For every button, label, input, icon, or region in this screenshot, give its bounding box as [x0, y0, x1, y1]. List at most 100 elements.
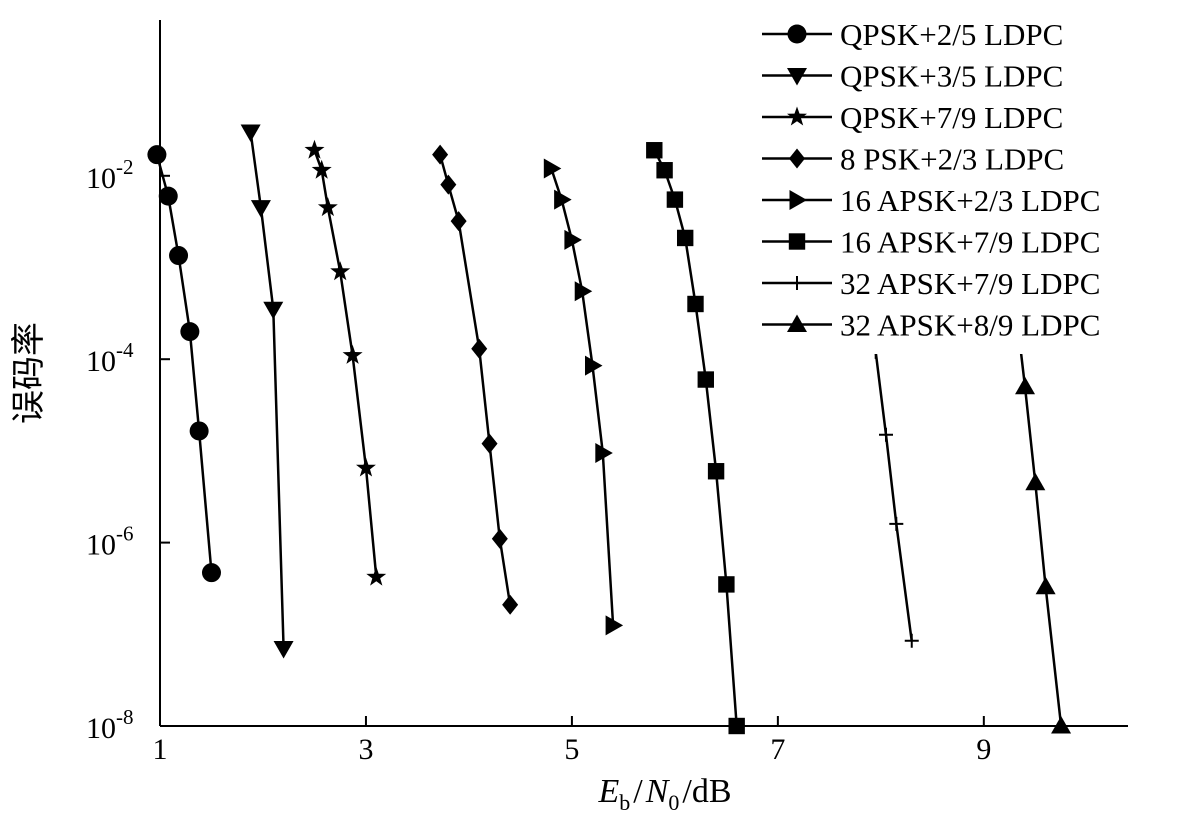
data-point: [311, 159, 332, 179]
data-point: [240, 124, 261, 143]
series-line: [155, 154, 213, 573]
legend-background: [758, 14, 1198, 354]
series: [432, 144, 519, 615]
data-point: [697, 371, 714, 388]
data-point: [366, 566, 387, 586]
data-point: [432, 144, 449, 165]
legend-label: 8 PSK+2/3 LDPC: [840, 142, 1064, 177]
legend-marker: [787, 314, 807, 332]
data-point: [169, 246, 189, 266]
legend-item: QPSK+3/5 LDPC: [762, 59, 1063, 94]
data-point: [1025, 472, 1046, 491]
data-point: [554, 189, 572, 210]
legend-marker: [787, 68, 807, 86]
data-point: [707, 463, 725, 480]
legend-label: 32 APSK+8/9 LDPC: [840, 308, 1100, 343]
legend: QPSK+2/5 LDPC QPSK+3/5 LDPC QPSK+7/9 LDPC 8…: [758, 14, 1198, 354]
series: [240, 124, 294, 659]
data-point: [273, 641, 294, 659]
legend-marker: [787, 106, 807, 126]
legend-marker: [789, 148, 805, 169]
x-tick-label: 3: [358, 733, 373, 766]
data-point: [687, 295, 704, 313]
data-point: [250, 200, 271, 218]
x-tick-label: 7: [770, 733, 785, 766]
data-point: [718, 576, 735, 593]
data-point: [564, 229, 582, 250]
data-point: [440, 174, 457, 195]
data-point: [201, 563, 221, 583]
data-point: [605, 615, 624, 636]
legend-item: QPSK+2/5 LDPC: [762, 17, 1063, 52]
legend-label: 16 APSK+2/3 LDPC: [840, 183, 1100, 218]
series-line: [874, 351, 913, 641]
data-point: [595, 442, 613, 463]
data-point: [646, 142, 663, 159]
data-point: [656, 162, 673, 179]
legend-label: 32 APSK+7/9 LDPC: [840, 266, 1100, 301]
data-point: [356, 457, 376, 477]
series: [543, 158, 624, 636]
data-point: [342, 344, 363, 364]
legend-item: 32 APSK+8/9 LDPC: [762, 308, 1100, 343]
legend-marker: [787, 24, 807, 44]
y-tick-label: 10-2: [86, 155, 134, 195]
data-point: [585, 355, 603, 376]
data-point: [1015, 376, 1036, 395]
y-tick-label: 10-6: [86, 522, 134, 562]
data-point: [317, 197, 338, 217]
legend-label: QPSK+7/9 LDPC: [840, 100, 1063, 135]
legend-item: QPSK+7/9 LDPC: [762, 100, 1063, 135]
data-point: [1051, 716, 1072, 734]
series-line: [550, 168, 615, 626]
series: [646, 142, 745, 735]
data-point: [180, 322, 200, 342]
data-point: [676, 229, 694, 247]
y-tick-label: 10-8: [86, 705, 134, 745]
x-tick-label: 1: [153, 733, 168, 766]
data-point: [502, 594, 519, 615]
legend-item: 16 APSK+7/9 LDPC: [762, 225, 1100, 260]
x-tick-label: 5: [564, 733, 579, 766]
y-axis-label: 误码率: [10, 322, 48, 424]
data-point: [450, 211, 467, 232]
y-ticks: 10-2 10-4 10-6 10-8: [86, 155, 170, 745]
x-tick-label: 9: [976, 733, 991, 766]
legend-item: 16 APSK+2/3 LDPC: [762, 183, 1100, 218]
data-point: [263, 301, 284, 320]
legend-label: QPSK+3/5 LDPC: [840, 59, 1063, 94]
series: [147, 145, 221, 583]
legend-item: 8 PSK+2/3 LDPC: [762, 142, 1064, 177]
series: [304, 139, 387, 586]
series-line: [653, 149, 738, 727]
data-point: [330, 261, 351, 281]
series: [868, 344, 919, 648]
data-point: [491, 528, 508, 549]
legend-marker: [789, 190, 807, 210]
series-layer: [147, 124, 1072, 735]
data-point: [904, 633, 919, 648]
data-point: [543, 158, 562, 179]
data-point: [574, 281, 593, 302]
y-tick-label: 10-4: [86, 338, 134, 378]
legend-label: 16 APSK+7/9 LDPC: [840, 225, 1100, 260]
data-point: [728, 717, 745, 735]
legend-marker: [790, 276, 804, 290]
data-point: [1035, 576, 1056, 595]
data-point: [189, 421, 209, 441]
series-line: [1018, 342, 1063, 727]
legend-item: 32 APSK+7/9 LDPC: [762, 266, 1100, 301]
legend-label: QPSK+2/5 LDPC: [840, 17, 1063, 52]
series-line: [249, 131, 285, 649]
data-point: [471, 338, 488, 359]
x-ticks: 1 3 5 7 9: [153, 716, 991, 766]
data-point: [158, 186, 178, 206]
legend-marker: [788, 233, 806, 250]
data-point: [304, 139, 325, 159]
x-axis-label: Eb/N0/dB: [597, 773, 731, 815]
data-point: [889, 516, 904, 531]
data-point: [147, 145, 167, 165]
data-point: [481, 433, 498, 454]
data-point: [879, 427, 893, 442]
